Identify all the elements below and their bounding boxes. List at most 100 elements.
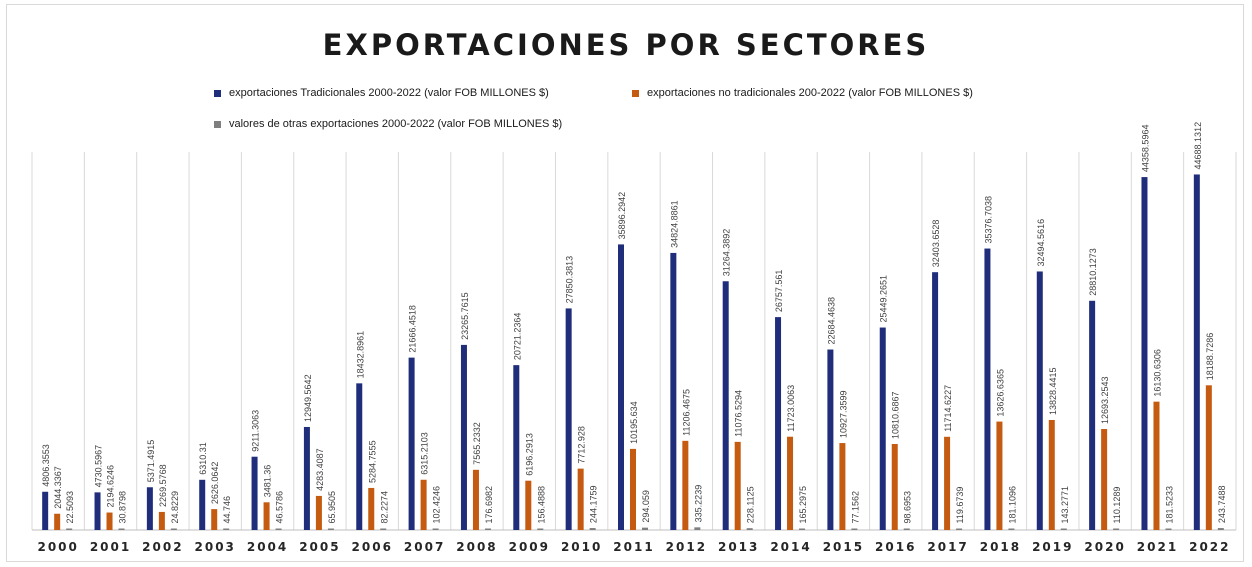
bar-s2: [472, 469, 479, 530]
bar-s2: [996, 421, 1003, 530]
bar-s2: [420, 479, 427, 530]
bar-s1: [932, 272, 939, 530]
bar-s3: [694, 527, 701, 530]
data-label-s2: 7712.928: [577, 426, 587, 464]
data-label-s3: 46.5786: [275, 491, 285, 524]
data-label-s3: 22.5093: [65, 491, 75, 524]
data-label-s3: 24.8229: [170, 491, 180, 524]
bar-s2: [630, 448, 636, 530]
legend-item-tradicionales: exportaciones Tradicionales 2000-2022 (v…: [214, 87, 549, 99]
bar-s3: [275, 528, 282, 530]
data-label-s1: 32403.6528: [931, 220, 941, 268]
bar-s3: [1008, 528, 1015, 530]
data-label-s2: 13626.6365: [995, 369, 1005, 417]
data-label-s2: 13828.4415: [1048, 367, 1058, 415]
data-label-s2: 6315.2103: [420, 432, 430, 475]
bar-s3: [589, 528, 596, 530]
x-tick-label: 2018: [980, 540, 1021, 554]
data-label-s3: 294.059: [641, 490, 651, 523]
x-tick-label: 2004: [247, 540, 288, 554]
data-label-s1: 21666.4518: [408, 305, 418, 353]
bar-s1: [460, 344, 467, 530]
bar-s2: [891, 443, 898, 530]
data-label-s3: 82.2274: [379, 491, 389, 524]
data-label-s3: 244.1759: [589, 486, 599, 524]
data-label-s2: 18188.7286: [1205, 333, 1215, 381]
bar-s2: [682, 440, 689, 530]
data-label-s2: 10195.634: [629, 401, 639, 444]
data-label-s2: 11714.6227: [943, 385, 953, 432]
data-label-s3: 119.6739: [955, 487, 965, 524]
data-label-s2: 16130.6306: [1152, 349, 1162, 397]
data-label-s1: 23265.7615: [460, 292, 470, 340]
bar-s2: [1153, 401, 1160, 530]
bar-s3: [1165, 528, 1172, 530]
data-label-s2: 2044.3367: [53, 466, 63, 509]
data-label-s3: 30.8798: [118, 491, 128, 524]
bar-s1: [618, 244, 624, 530]
x-tick-label: 2022: [1189, 540, 1230, 554]
bar-s2: [1048, 419, 1055, 530]
data-label-s3: 165.2975: [798, 486, 808, 524]
legend-label-tradicionales: exportaciones Tradicionales 2000-2022 (v…: [229, 87, 549, 99]
x-tick-label: 2007: [404, 540, 445, 554]
bar-s2: [787, 436, 794, 530]
bar-s2: [1205, 385, 1212, 530]
data-label-s1: 20721.2364: [512, 313, 522, 361]
bar-s1: [1036, 271, 1043, 530]
data-label-s1: 28810.1273: [1088, 248, 1098, 296]
bar-s1: [879, 327, 886, 530]
bar-s1: [670, 252, 677, 530]
x-tick-label: 2003: [195, 540, 236, 554]
bar-s3: [903, 528, 910, 530]
bar-s3: [1113, 528, 1120, 530]
bar-s3: [799, 528, 806, 530]
bar-s2: [263, 502, 270, 530]
bar-s3: [484, 528, 491, 530]
data-label-s1: 35896.2942: [617, 192, 627, 240]
x-tick-label: 2016: [875, 540, 916, 554]
x-tick-label: 2002: [142, 540, 183, 554]
bar-s3: [118, 528, 125, 530]
data-label-s1: 25449.2651: [879, 275, 889, 323]
bar-s1: [722, 281, 729, 530]
bar-s3: [1060, 528, 1067, 530]
data-label-s1: 22684.4638: [826, 297, 836, 345]
x-tick-label: 2012: [666, 540, 707, 554]
data-label-s2: 10927.3599: [838, 390, 848, 438]
data-label-s2: 3481.36: [263, 465, 273, 498]
data-label-s1: 12949.5642: [303, 374, 313, 422]
bar-s1: [94, 492, 101, 530]
data-label-s1: 44358.5964: [1140, 125, 1150, 173]
data-label-s2: 11723.0063: [786, 385, 796, 432]
bar-s3: [380, 528, 387, 530]
data-label-s3: 77.1562: [850, 491, 860, 524]
bar-s2: [211, 509, 218, 530]
x-tick-label: 2008: [456, 540, 497, 554]
x-tick-label: 2017: [927, 540, 968, 554]
bar-s1: [251, 456, 258, 530]
x-tick-label: 2010: [561, 540, 602, 554]
data-label-s3: 143.2771: [1060, 486, 1070, 524]
data-label-s1: 32494.5616: [1036, 219, 1046, 267]
bar-s1: [199, 479, 206, 530]
data-label-s3: 243.7488: [1217, 486, 1227, 524]
data-label-s3: 156.4888: [536, 486, 546, 524]
bar-s2: [839, 443, 846, 530]
bar-s1: [356, 383, 363, 530]
bar-s2: [106, 512, 113, 530]
data-label-s1: 4730.5967: [94, 445, 104, 488]
bar-s2: [158, 511, 165, 530]
bar-s2: [1101, 429, 1108, 530]
x-tick-label: 2014: [770, 540, 811, 554]
data-label-s2: 11076.5294: [734, 390, 744, 437]
data-label-s3: 98.6953: [903, 491, 913, 524]
data-label-s2: 7565.2332: [472, 422, 482, 465]
bar-s2: [368, 487, 375, 530]
data-label-s3: 110.1289: [1112, 487, 1122, 524]
data-label-s2: 12693.2543: [1100, 376, 1110, 424]
legend-item-no-tradicionales: exportaciones no tradicionales 200-2022 …: [632, 87, 973, 99]
data-label-s1: 34824.8861: [669, 200, 679, 248]
bar-s3: [223, 528, 230, 530]
x-tick-label: 2006: [352, 540, 393, 554]
